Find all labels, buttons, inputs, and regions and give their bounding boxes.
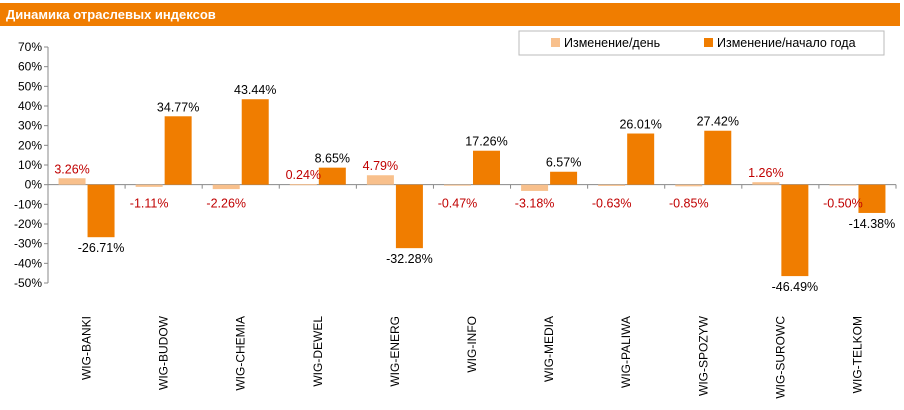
bar-day-change <box>752 182 780 185</box>
bar-day-change <box>521 184 549 191</box>
x-category-label: WIG-INFO <box>465 316 479 373</box>
chart-title: Динамика отраслевых индексов <box>6 7 216 22</box>
legend-swatch-day <box>551 38 560 47</box>
bar-ytd-change <box>318 167 346 185</box>
data-label-day: 3.26% <box>54 162 89 176</box>
y-tick-label: -30% <box>14 237 42 251</box>
x-category-label: WIG-ENERG <box>388 316 402 387</box>
data-label-ytd: 26.01% <box>619 118 661 132</box>
bar-day-change <box>366 175 394 185</box>
bar-ytd-change <box>241 99 269 185</box>
y-tick-label: 10% <box>18 158 42 172</box>
x-category-label: WIG-TELKOM <box>850 316 864 393</box>
bar-ytd-change <box>87 184 115 238</box>
bar-ytd-change <box>858 184 886 213</box>
legend-box <box>518 30 885 56</box>
bar-day-change <box>58 178 86 185</box>
data-label-day: -1.11% <box>130 197 169 211</box>
bar-ytd-change <box>627 133 655 185</box>
x-category-label: WIG-MEDIA <box>542 316 556 382</box>
bar-ytd-change <box>550 171 578 185</box>
data-label-ytd: -14.38% <box>849 217 896 231</box>
data-label-day: -2.26% <box>206 197 246 211</box>
y-tick-label: 0% <box>25 178 43 192</box>
data-label-day: -0.85% <box>669 197 709 211</box>
x-category-label: WIG-BANKI <box>80 316 94 380</box>
chart-legend: Изменение/день Изменение/начало года <box>518 30 885 56</box>
data-label-ytd: -46.49% <box>772 280 819 294</box>
data-label-day: -0.50% <box>823 197 863 211</box>
bar-day-change <box>829 184 857 186</box>
x-category-label: WIG-SPOZYW <box>696 315 710 396</box>
data-label-day: -0.63% <box>592 197 632 211</box>
x-category-label: WIG-DEWEL <box>311 316 325 387</box>
legend-label-day: Изменение/день <box>564 36 660 50</box>
bar-day-change <box>598 184 626 186</box>
x-category-label: WIG-PALIWA <box>619 316 633 388</box>
data-label-ytd: 6.57% <box>546 156 581 170</box>
data-label-ytd: 8.65% <box>315 152 350 166</box>
chart-title-bar: Динамика отраслевых индексов <box>0 3 900 26</box>
legend-swatch-ytd <box>704 38 713 47</box>
x-category-label: WIG-SUROWC <box>773 316 787 399</box>
y-tick-label: 50% <box>18 79 42 93</box>
bar-ytd-change <box>704 130 732 185</box>
data-label-ytd: -32.28% <box>386 252 433 266</box>
bar-day-change <box>212 184 240 190</box>
bar-day-change <box>135 184 163 187</box>
y-tick-label: 40% <box>18 99 42 113</box>
bar-ytd-change <box>395 184 423 249</box>
y-tick-label: 30% <box>18 119 42 133</box>
bar-ytd-change <box>473 150 500 185</box>
y-tick-label: -20% <box>14 217 42 231</box>
data-label-ytd: -26.71% <box>78 241 125 255</box>
bar-ytd-change <box>781 184 809 277</box>
bar-day-change <box>444 184 471 186</box>
data-label-day: 1.26% <box>748 166 783 180</box>
data-label-day: 0.24% <box>286 168 321 182</box>
bar-ytd-change <box>164 116 192 185</box>
bar-day-change <box>289 184 317 186</box>
data-label-ytd: 34.77% <box>157 100 199 114</box>
x-category-label: WIG-CHEMIA <box>234 316 248 391</box>
data-label-day: -3.18% <box>515 197 555 211</box>
data-label-ytd: 17.26% <box>465 135 507 149</box>
data-label-ytd: 43.44% <box>234 83 276 97</box>
bar-day-change <box>675 184 703 187</box>
y-tick-label: 70% <box>18 40 42 54</box>
data-label-day: 4.79% <box>363 159 398 173</box>
x-category-label: WIG-BUDOW <box>157 315 171 390</box>
y-tick-label: 20% <box>18 138 42 152</box>
y-tick-label: -40% <box>14 256 42 270</box>
data-label-ytd: 27.42% <box>697 115 739 129</box>
data-label-day: -0.47% <box>438 197 478 211</box>
y-tick-label: -50% <box>14 276 42 290</box>
y-tick-label: 60% <box>18 60 42 74</box>
y-tick-label: -10% <box>14 197 42 211</box>
legend-label-ytd: Изменение/начало года <box>717 36 856 50</box>
